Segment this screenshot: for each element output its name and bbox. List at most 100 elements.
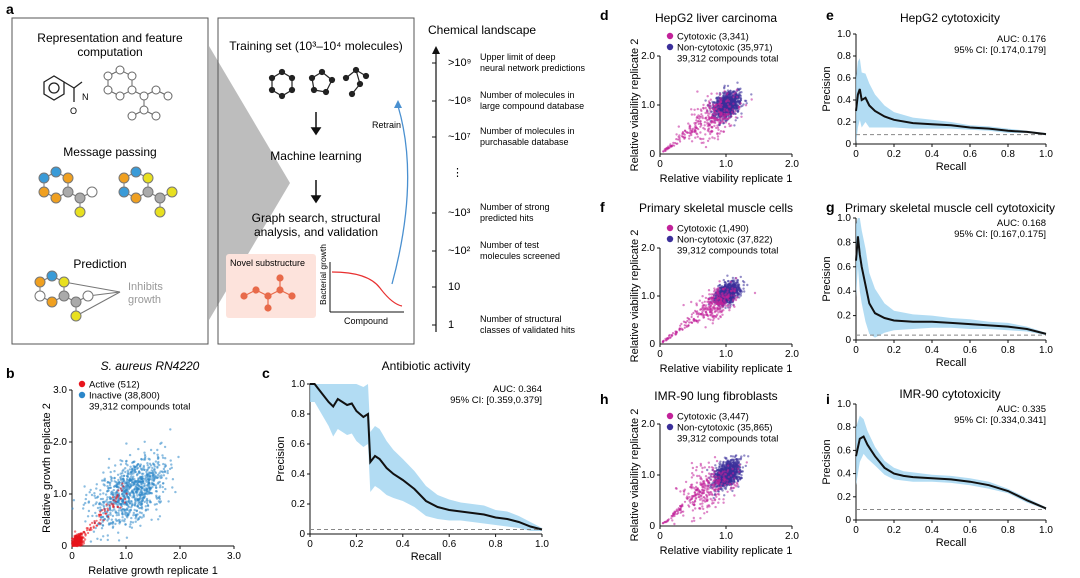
y-tick-label: 0 <box>61 541 67 552</box>
scatter-point <box>83 538 87 541</box>
x-axis-label: Recall <box>936 161 967 173</box>
scatter-point <box>137 477 140 480</box>
scatter-point <box>730 115 733 118</box>
scatter-point <box>736 478 740 481</box>
landscape-desc-1: Number of structural <box>480 314 562 324</box>
x-axis-label: Recall <box>411 551 442 563</box>
scatter-point <box>724 306 727 310</box>
scatter-point <box>714 292 717 295</box>
x-tick-label: 0 <box>307 539 313 550</box>
scatter-point <box>728 468 732 471</box>
scatter-point <box>156 448 159 452</box>
atom-label-n: N <box>82 92 89 102</box>
graph-search-label-1: Graph search, structural <box>252 211 381 225</box>
scatter-point <box>731 276 735 280</box>
x-tick-label: 0.8 <box>489 539 503 550</box>
scatter-point <box>696 90 699 93</box>
scatter-point <box>143 482 146 485</box>
scatter-point <box>148 462 152 465</box>
legend-label: Cytotoxic (1,490) <box>677 224 749 235</box>
scatter-point <box>729 474 733 477</box>
y-tick-label: 0.6 <box>291 439 305 450</box>
scatter-point <box>153 503 157 506</box>
scatter-point <box>120 484 123 487</box>
compound-label: Compound <box>344 316 388 326</box>
scatter-point <box>125 442 128 445</box>
scatter-point <box>72 544 76 547</box>
scatter-point <box>733 294 736 297</box>
scatter-point <box>71 541 74 544</box>
scatter-point <box>126 469 129 472</box>
scatter-point <box>690 113 694 116</box>
scatter-point <box>143 468 146 472</box>
scatter-point <box>136 513 139 516</box>
scatter-point <box>98 502 101 506</box>
scatter-point <box>736 467 740 470</box>
scatter-point <box>93 521 96 525</box>
scatter-point <box>101 479 104 482</box>
scatter-point <box>732 95 735 99</box>
scatter-point <box>716 126 720 129</box>
scatter-point <box>724 457 728 460</box>
scatter-point <box>686 319 689 322</box>
scatter-point <box>688 321 691 324</box>
scatter-point <box>717 284 720 288</box>
scatter-point <box>150 469 153 472</box>
scatter-point <box>122 474 126 478</box>
scatter-point <box>709 109 712 112</box>
scatter-point <box>722 498 725 501</box>
scatter-point <box>139 488 142 492</box>
scatter-point <box>726 84 730 88</box>
scatter-point <box>681 135 685 138</box>
scatter-point <box>112 485 116 488</box>
scatter-point <box>718 307 722 310</box>
scatter-point <box>131 502 134 505</box>
scatter-point <box>683 326 686 329</box>
scatter-point <box>147 457 150 460</box>
scatter-point <box>733 456 737 459</box>
scatter-point <box>731 455 735 458</box>
scatter-point <box>132 483 136 486</box>
scatter-point <box>736 473 739 476</box>
scatter-point <box>701 301 704 304</box>
scatter-point <box>687 325 690 328</box>
scatter-point <box>734 91 737 95</box>
scatter-point <box>147 466 150 469</box>
scatter-point <box>694 318 697 322</box>
scatter-point <box>722 278 725 282</box>
scatter-point <box>726 288 729 291</box>
scatter-point <box>162 462 165 466</box>
legend-swatch <box>666 43 674 51</box>
scatter-point <box>707 476 710 479</box>
scatter-point <box>102 483 105 486</box>
scatter-point <box>731 108 735 111</box>
auc-label: AUC: 0.176 <box>997 34 1046 45</box>
down-arrow-icon <box>310 112 322 136</box>
scatter-point <box>729 280 732 284</box>
panel-letter-f: f <box>600 199 605 215</box>
novel-substructure-box <box>226 254 316 318</box>
y-tick-label: 1.0 <box>837 213 851 224</box>
scatter-point <box>706 468 709 472</box>
scatter-point <box>703 300 706 303</box>
scatter-point <box>720 310 724 313</box>
scatter-point <box>170 466 173 469</box>
message-passing-title: Message passing <box>63 145 156 159</box>
scatter-point <box>726 280 730 283</box>
scatter-point <box>92 504 95 507</box>
pr-curve-line <box>855 236 1047 335</box>
scatter-point <box>728 309 731 312</box>
scatter-point <box>729 89 732 93</box>
scatter-point <box>99 510 102 513</box>
left-box <box>11 17 209 345</box>
scatter-point <box>110 491 113 494</box>
scatter-point <box>739 289 742 292</box>
scatter-point <box>163 465 167 469</box>
scatter-point <box>157 518 160 521</box>
chemical-landscape-title: Chemical landscape <box>428 23 536 37</box>
scatter-point <box>148 475 152 478</box>
scatter-point <box>731 284 734 287</box>
scatter-point <box>123 520 126 523</box>
scatter-point <box>155 508 158 511</box>
